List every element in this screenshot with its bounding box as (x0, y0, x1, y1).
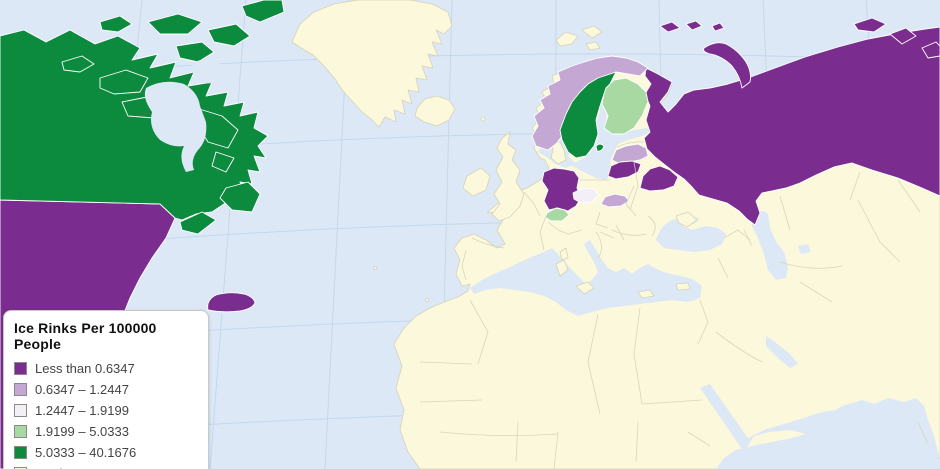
country-slovakia[interactable] (600, 193, 630, 208)
country-greenland[interactable] (291, 0, 453, 128)
red-sea-arabian-sea (700, 384, 940, 469)
crete (637, 289, 655, 299)
country-belarus[interactable] (639, 165, 679, 192)
legend-swatch-band4 (14, 425, 27, 438)
corsica (559, 247, 569, 261)
aral-sea (798, 244, 811, 254)
sardinia (555, 259, 569, 277)
nodata-country-borders (419, 141, 929, 469)
country-uk[interactable] (491, 131, 525, 222)
legend-label: 0.6347 – 1.2447 (35, 382, 129, 397)
country-czech-republic[interactable] (572, 187, 600, 204)
newfoundland-island[interactable] (219, 181, 261, 213)
legend-label: 1.2447 – 1.9199 (35, 403, 129, 418)
novaya-zemlya[interactable] (703, 42, 751, 89)
foxe-basin (192, 59, 223, 84)
hudson-bay (144, 81, 207, 172)
black-sea (656, 216, 726, 252)
country-ireland[interactable] (462, 167, 491, 197)
country-canada[interactable] (0, 29, 269, 221)
legend-swatch-less-than (14, 362, 27, 375)
legend-swatch-band3 (14, 404, 27, 417)
legend-label: 1.9199 – 5.0333 (35, 424, 129, 439)
russian-arctic-islands[interactable] (659, 17, 940, 59)
azores-dot (373, 266, 377, 270)
country-switzerland[interactable] (544, 207, 570, 222)
canary-dot (425, 298, 429, 302)
svalbard-islands[interactable] (555, 25, 603, 51)
nova-scotia[interactable] (179, 211, 217, 235)
legend-label: No data (35, 466, 81, 469)
country-iceland[interactable] (414, 95, 456, 127)
country-finland[interactable] (601, 77, 649, 135)
legend-label: 5.0333 – 40.1676 (35, 445, 137, 460)
legend-swatch-band2 (14, 383, 27, 396)
legend-swatch-band5 (14, 446, 27, 459)
country-lithuania[interactable] (607, 160, 642, 180)
country-russia[interactable] (643, 26, 940, 226)
mediterranean-islands[interactable] (555, 247, 691, 299)
legend-item: 0.6347 – 1.2447 (14, 379, 198, 400)
caspian-sea (752, 211, 788, 280)
crimea-peninsula[interactable] (675, 211, 698, 228)
sicily (575, 281, 595, 295)
legend-item: 1.2447 – 1.9199 (14, 400, 198, 421)
legend-item: 1.9199 – 5.0333 (14, 421, 198, 442)
bermuda-blob[interactable] (207, 292, 256, 313)
country-denmark[interactable] (550, 141, 567, 165)
legend-title: Ice Rinks Per 100000 People (14, 320, 157, 352)
map-legend: Ice Rinks Per 100000 People Less than 0.… (3, 310, 209, 469)
persian-gulf (766, 336, 798, 368)
legend-label: Less than 0.6347 (35, 361, 135, 376)
legend-item: No data (14, 463, 198, 469)
legend-item: 5.0333 – 40.1676 (14, 442, 198, 463)
gotland-island[interactable] (595, 143, 605, 152)
legend-item: Less than 0.6347 (14, 358, 198, 379)
legend-swatch-nodata (14, 467, 27, 469)
faroe-islands (480, 116, 486, 122)
country-germany[interactable] (541, 167, 582, 212)
canadian-arctic-islands[interactable] (61, 0, 285, 173)
cyprus (675, 282, 691, 291)
baltic-sea (572, 90, 652, 180)
